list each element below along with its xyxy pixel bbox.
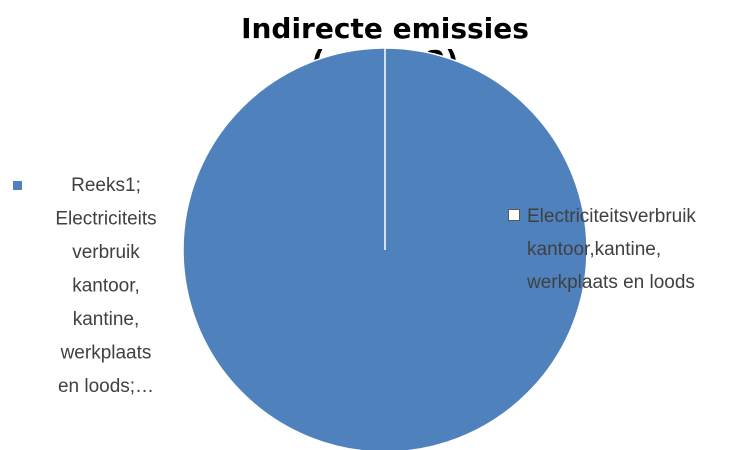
data-label-key xyxy=(13,181,22,190)
data-label: Reeks1; Electriciteits verbruik kantoor, kan… xyxy=(55,175,156,397)
pie-slice xyxy=(182,47,588,450)
legend-swatch xyxy=(508,209,520,221)
legend-label: Electriciteitsverbruik kantoor,kantine, we… xyxy=(526,206,696,293)
